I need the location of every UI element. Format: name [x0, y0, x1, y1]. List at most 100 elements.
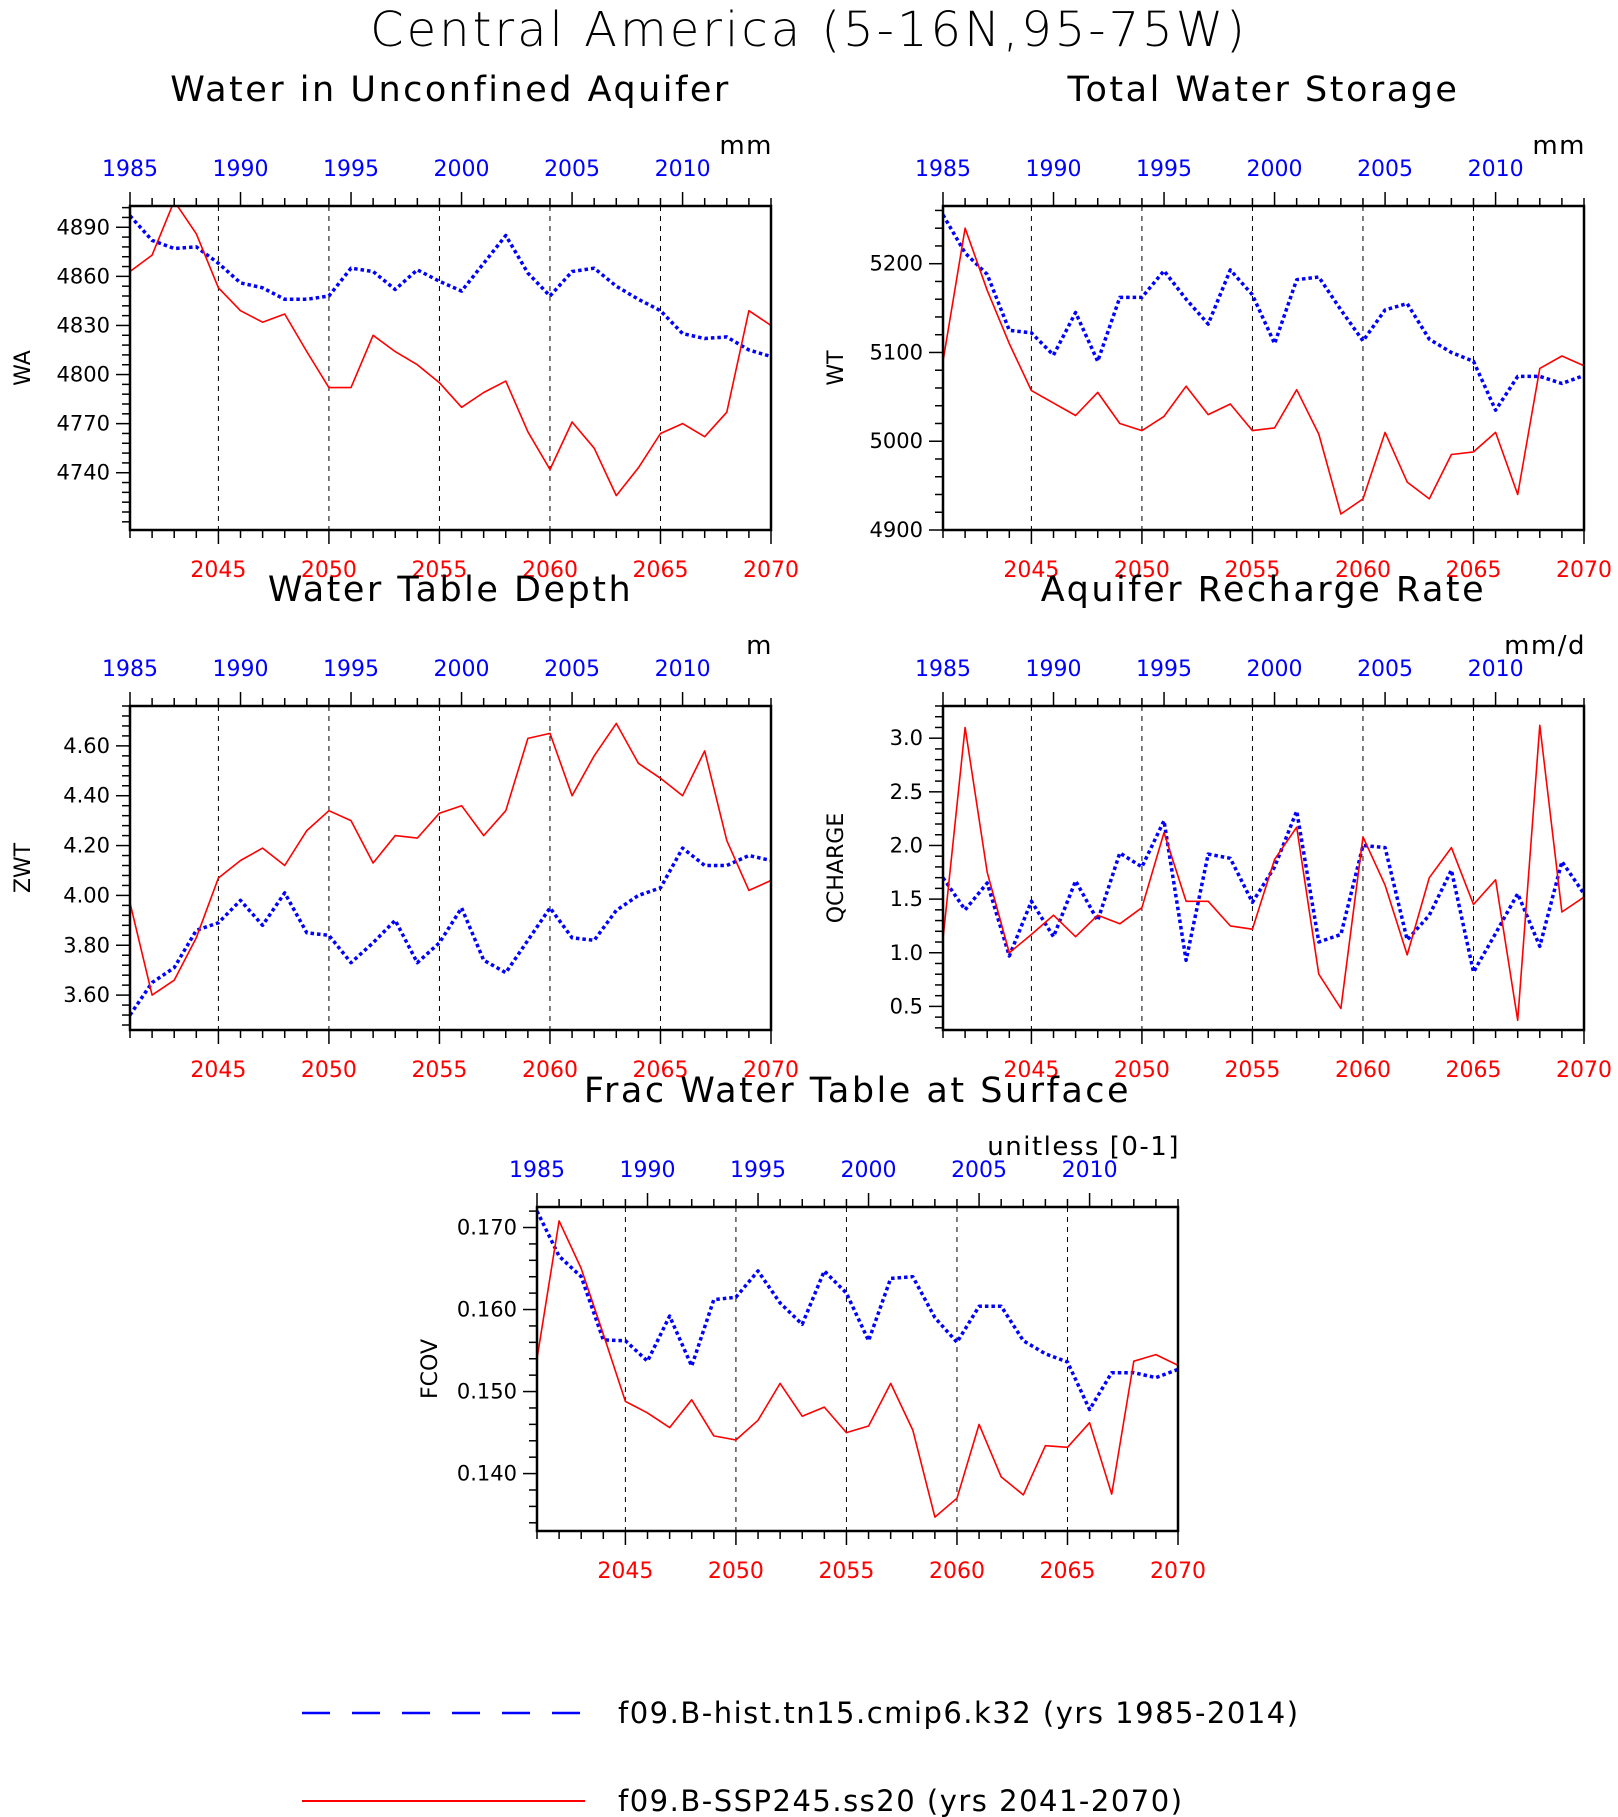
y-tick-label: 4830: [57, 313, 110, 337]
legend-ssp-label: f09.B-SSP245.ss20 (yrs 2041-2070): [618, 1784, 1184, 1817]
y-tick-label: 4900: [870, 518, 923, 542]
series-hist-line: [130, 846, 771, 1016]
panel-title: Water in Unconfined Aquifer: [170, 70, 731, 110]
series-ssp-line: [130, 206, 771, 497]
y-tick-label: 4.60: [63, 734, 110, 758]
x-top-tick-label: 2010: [655, 157, 711, 182]
x-top-tick-label: 1985: [509, 1158, 565, 1183]
y-tick-label: 3.0: [890, 726, 923, 750]
units-label: mm: [719, 131, 773, 161]
x-top-tick-label: 1990: [620, 1158, 676, 1183]
x-bottom-tick-label: 2055: [818, 1559, 874, 1584]
x-bottom-tick-label: 2050: [708, 1559, 764, 1584]
x-bottom-tick-label: 2070: [1150, 1559, 1206, 1584]
y-axis-label: WA: [11, 350, 36, 386]
y-axis-label: ZWT: [11, 842, 36, 893]
x-bottom-tick-label: 2070: [743, 558, 799, 583]
plot-frame: [128, 704, 773, 1032]
x-top-tick-label: 1995: [1136, 657, 1192, 682]
x-bottom-tick-label: 2060: [1335, 558, 1391, 583]
panel-water-in-unconfined-aquifer: Water in Unconfined Aquifer mm 2045 2050 205…: [11, 70, 799, 583]
x-top-tick-label: 2010: [1468, 157, 1524, 182]
x-bottom-tick-label: 2060: [1335, 1058, 1391, 1083]
y-tick-label: 3.60: [63, 983, 110, 1007]
panels: Water in Unconfined Aquifer mm 2045 2050 205…: [11, 70, 1612, 1584]
y-tick-label: 4860: [57, 264, 110, 288]
plot-frame: [941, 204, 1586, 532]
x-bottom-tick-label: 2050: [301, 558, 357, 583]
x-bottom-tick-label: 2050: [1114, 558, 1170, 583]
y-tick-label: 1.0: [890, 941, 923, 965]
y-tick-label: 5000: [870, 429, 923, 453]
x-bottom-tick-label: 2055: [1224, 1058, 1280, 1083]
x-top-tick-label: 1990: [1026, 157, 1082, 182]
panel-aquifer-recharge-rate: Aquifer Recharge Rate mm/d 2045 2050 2055 206…: [824, 570, 1612, 1083]
x-top-tick-label: 2010: [1062, 1158, 1118, 1183]
y-tick-label: 1.5: [890, 887, 923, 911]
x-top-tick-label: 1995: [730, 1158, 786, 1183]
x-bottom-tick-label: 2045: [597, 1559, 653, 1584]
x-top-tick-label: 1990: [213, 157, 269, 182]
y-tick-label: 0.150: [457, 1380, 517, 1404]
x-bottom-tick-label: 2065: [632, 1058, 688, 1083]
y-tick-label: 4890: [57, 215, 110, 239]
y-tick-label: 0.140: [457, 1462, 517, 1486]
x-bottom-tick-label: 2070: [743, 1058, 799, 1083]
series-hist-line: [943, 214, 1584, 412]
x-bottom-tick-label: 2050: [301, 1058, 357, 1083]
plot-frame: [941, 704, 1586, 1032]
panel-title: Frac Water Table at Surface: [584, 1071, 1131, 1111]
x-bottom-tick-label: 2055: [411, 558, 467, 583]
x-top-tick-label: 1985: [102, 157, 158, 182]
x-top-tick-label: 1990: [213, 657, 269, 682]
units-label: unitless [0-1]: [987, 1132, 1180, 1162]
x-bottom-tick-label: 2065: [1445, 558, 1501, 583]
y-tick-label: 2.0: [890, 833, 923, 857]
series-hist-line: [130, 214, 771, 359]
series-ssp-line: [943, 724, 1584, 1022]
x-top-tick-label: 2000: [1247, 657, 1303, 682]
x-bottom-tick-label: 2065: [632, 558, 688, 583]
series-hist-line: [537, 1210, 1178, 1412]
x-top-tick-label: 1995: [323, 157, 379, 182]
y-tick-label: 0.5: [890, 994, 923, 1018]
panel-title: Total Water Storage: [1067, 70, 1460, 110]
units-label: mm: [1532, 131, 1586, 161]
y-tick-label: 4800: [57, 363, 110, 387]
x-bottom-tick-label: 2055: [411, 1058, 467, 1083]
y-tick-label: 0.170: [457, 1216, 517, 1240]
plot-frame: [128, 204, 773, 532]
panel-total-water-storage: Total Water Storage mm 2045 2050 2055 2060 206…: [824, 70, 1612, 583]
x-bottom-tick-label: 2045: [1003, 1058, 1059, 1083]
x-bottom-tick-label: 2045: [1003, 558, 1059, 583]
y-tick-label: 3.80: [63, 933, 110, 957]
x-top-tick-label: 2000: [1247, 157, 1303, 182]
y-tick-label: 4.40: [63, 784, 110, 808]
x-top-tick-label: 1985: [102, 657, 158, 682]
x-bottom-tick-label: 2065: [1039, 1559, 1095, 1584]
y-tick-label: 2.5: [890, 780, 923, 804]
figure-title: Central America (5-16N,95-75W): [370, 2, 1248, 58]
x-top-tick-label: 2005: [544, 657, 600, 682]
y-tick-label: 4.00: [63, 883, 110, 907]
panel-title: Water Table Depth: [268, 570, 633, 610]
x-top-tick-label: 1985: [915, 657, 971, 682]
x-top-tick-label: 2010: [1468, 657, 1524, 682]
y-axis-label: WT: [824, 350, 849, 386]
x-bottom-tick-label: 2055: [1224, 558, 1280, 583]
x-bottom-tick-label: 2060: [522, 558, 578, 583]
x-top-tick-label: 2005: [544, 157, 600, 182]
x-bottom-tick-label: 2060: [929, 1559, 985, 1584]
panel-title: Aquifer Recharge Rate: [1041, 570, 1486, 610]
units-label: m: [746, 631, 773, 661]
legend: f09.B-hist.tn15.cmip6.k32 (yrs 1985-2014…: [302, 1696, 1298, 1817]
panel-water-table-depth: Water Table Depth m 2045 2050 2055 2060 2065 20…: [11, 570, 799, 1083]
series-hist-line: [943, 809, 1584, 974]
x-top-tick-label: 2000: [841, 1158, 897, 1183]
series-ssp-line: [130, 722, 771, 996]
x-top-tick-label: 1990: [1026, 657, 1082, 682]
y-tick-label: 4.20: [63, 834, 110, 858]
y-tick-label: 5100: [870, 340, 923, 364]
y-axis-label: QCHARGE: [824, 813, 849, 924]
panel-frac-water-table-at-surface: Frac Water Table at Surface unitless [0-1…: [418, 1071, 1206, 1584]
